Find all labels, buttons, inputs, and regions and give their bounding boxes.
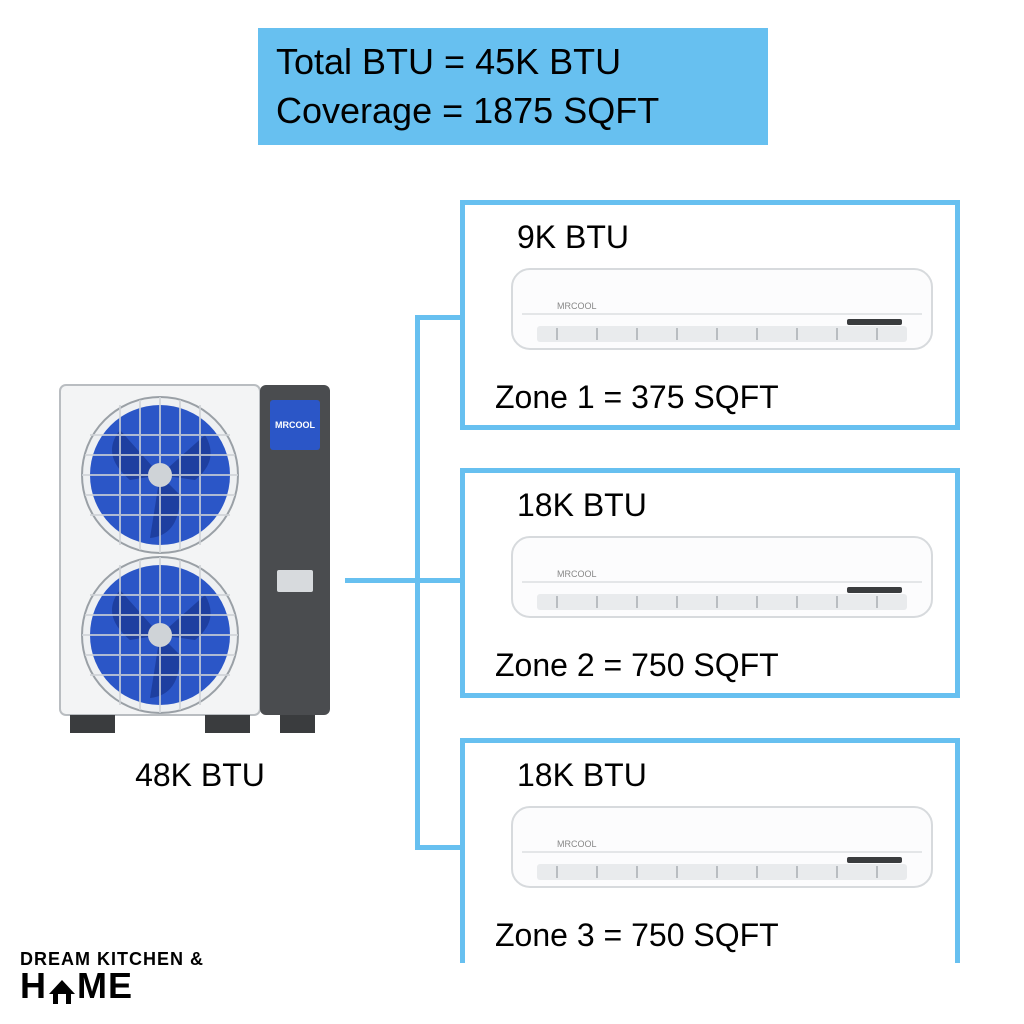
condenser-unit: MRCOOL (55, 380, 345, 794)
house-icon (47, 976, 77, 1004)
wall-unit-icon: MRCOOL (507, 532, 937, 632)
connector-branch-1 (415, 315, 460, 320)
zone-3-label: Zone 3 = 750 SQFT (495, 917, 933, 954)
logo-text-post: ME (77, 968, 133, 1004)
wall-unit-icon: MRCOOL (507, 802, 937, 902)
svg-text:MRCOOL: MRCOOL (557, 301, 597, 311)
summary-coverage: Coverage = 1875 SQFT (276, 87, 750, 136)
wall-unit-icon: MRCOOL (507, 264, 937, 364)
svg-text:MRCOOL: MRCOOL (275, 420, 315, 430)
connector-branch-3 (415, 845, 460, 850)
svg-text:MRCOOL: MRCOOL (557, 569, 597, 579)
condenser-label: 48K BTU (55, 757, 345, 794)
zone-2-label: Zone 2 = 750 SQFT (495, 647, 933, 684)
connector-trunk-horizontal (345, 578, 420, 583)
brand-logo: DREAM KITCHEN & H ME (20, 950, 204, 1004)
zone-box-1: 9K BTU MRCOOL Zone 1 = 375 SQFT (460, 200, 960, 430)
zone-2-btu: 18K BTU (517, 487, 933, 524)
logo-text-pre: H (20, 968, 47, 1004)
zone-1-label: Zone 1 = 375 SQFT (495, 379, 933, 416)
summary-box: Total BTU = 45K BTU Coverage = 1875 SQFT (258, 28, 768, 145)
condenser-icon: MRCOOL (55, 380, 345, 740)
zone-1-btu: 9K BTU (517, 219, 933, 256)
zone-box-2: 18K BTU MRCOOL Zone 2 = 750 SQFT (460, 468, 960, 698)
svg-text:MRCOOL: MRCOOL (557, 839, 597, 849)
logo-line-2: H ME (20, 968, 204, 1004)
zone-box-3: 18K BTU MRCOOL Zone 3 = 750 SQFT (460, 738, 960, 963)
summary-total-btu: Total BTU = 45K BTU (276, 38, 750, 87)
zone-3-btu: 18K BTU (517, 757, 933, 794)
connector-branch-2 (415, 578, 460, 583)
